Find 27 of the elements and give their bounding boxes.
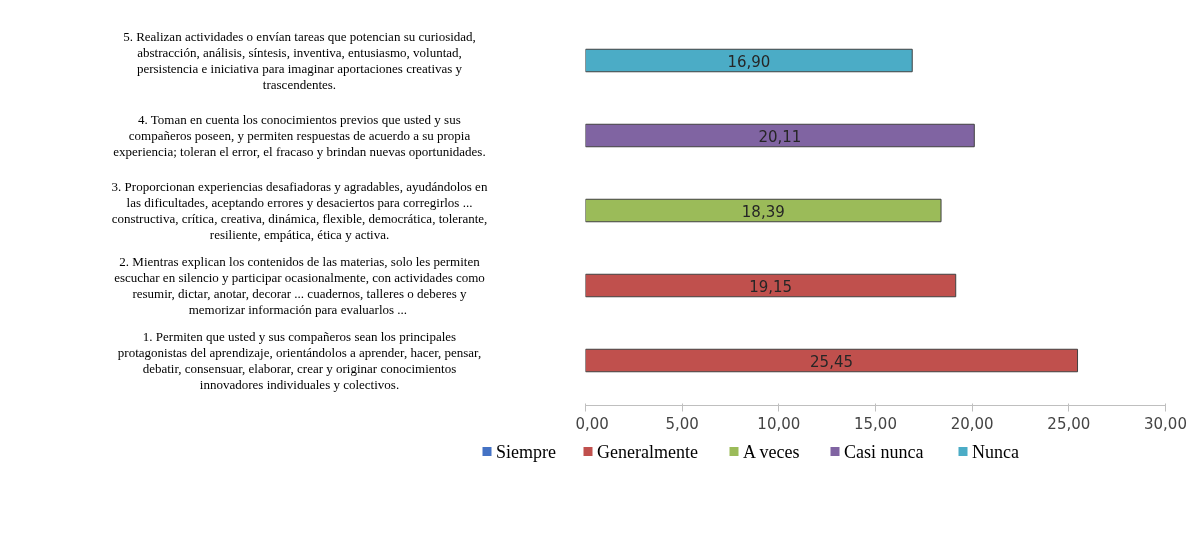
data-label: 19,15 <box>749 277 793 296</box>
bar <box>585 123 975 148</box>
legend-label: Casi nunca <box>844 441 924 462</box>
x-tick-label: 30,00 <box>1144 414 1187 433</box>
y-tick-label: 4. Toman en cuenta los conocimientos previos que usted y sus compañeros poseen, y permiten respuestas de acuerdo a su propia experiencia; toleran el error, el fracaso y brindan nuevas oportunidades. <box>113 112 486 159</box>
data-label: 20,11 <box>758 127 802 146</box>
x-tick-label: 20,00 <box>950 414 994 433</box>
x-tick-label: 10,00 <box>757 414 801 433</box>
bar <box>585 348 1079 373</box>
bar <box>585 273 957 298</box>
bar <box>585 198 942 223</box>
y-tick-label: 2. Mientras explican los contenidos de las materias, solo les permiten escuchar en silencio y participar ocasionalmente, con actividades como resumir, dictar, anotar, decorar ... cuadernos, talleres o deberes y memorizar información para evaluarlos ... <box>114 254 485 317</box>
legend-label: A veces <box>743 441 800 462</box>
legend-label: Siempre <box>496 441 556 462</box>
data-label: 25,45 <box>810 352 853 371</box>
legend-label: Nunca <box>972 441 1019 462</box>
x-tick-label: 0,00 <box>575 414 609 433</box>
bar <box>585 48 913 73</box>
y-tick-label: 3. Proporcionan experiencias desafiadoras y agradables, ayudándolos en las dificultades, aceptando errores y desaciertos para corregirlos ... constructiva, crítica, creativa, dinámica, flexible, democrática, tolerante, resiliente, empática, ética y activa. <box>111 179 488 242</box>
x-tick-label: 25,00 <box>1047 414 1091 433</box>
data-label: 18,39 <box>741 202 785 221</box>
y-tick-label: 5. Realizan actividades o envían tareas que potencian su curiosidad, abstracción, análisis, síntesis, inventiva, entusiasmo, voluntad, persistencia e iniciativa para imaginar aportaciones creativas y trascendentes. <box>123 29 476 92</box>
legend-label: Generalmente <box>597 441 698 462</box>
x-tick-label: 15,00 <box>854 414 897 433</box>
y-tick-label: 1. Permiten que usted y sus compañeros sean los principales protagonistas del aprendizaje, orientándolos a aprender, hacer, pensar, debatir, consensuar, elaborar, crear y originar conocimientos innovadores individuales y colectivos. <box>117 329 482 392</box>
data-label: 16,90 <box>727 52 771 71</box>
x-tick-label: 5,00 <box>665 414 699 433</box>
